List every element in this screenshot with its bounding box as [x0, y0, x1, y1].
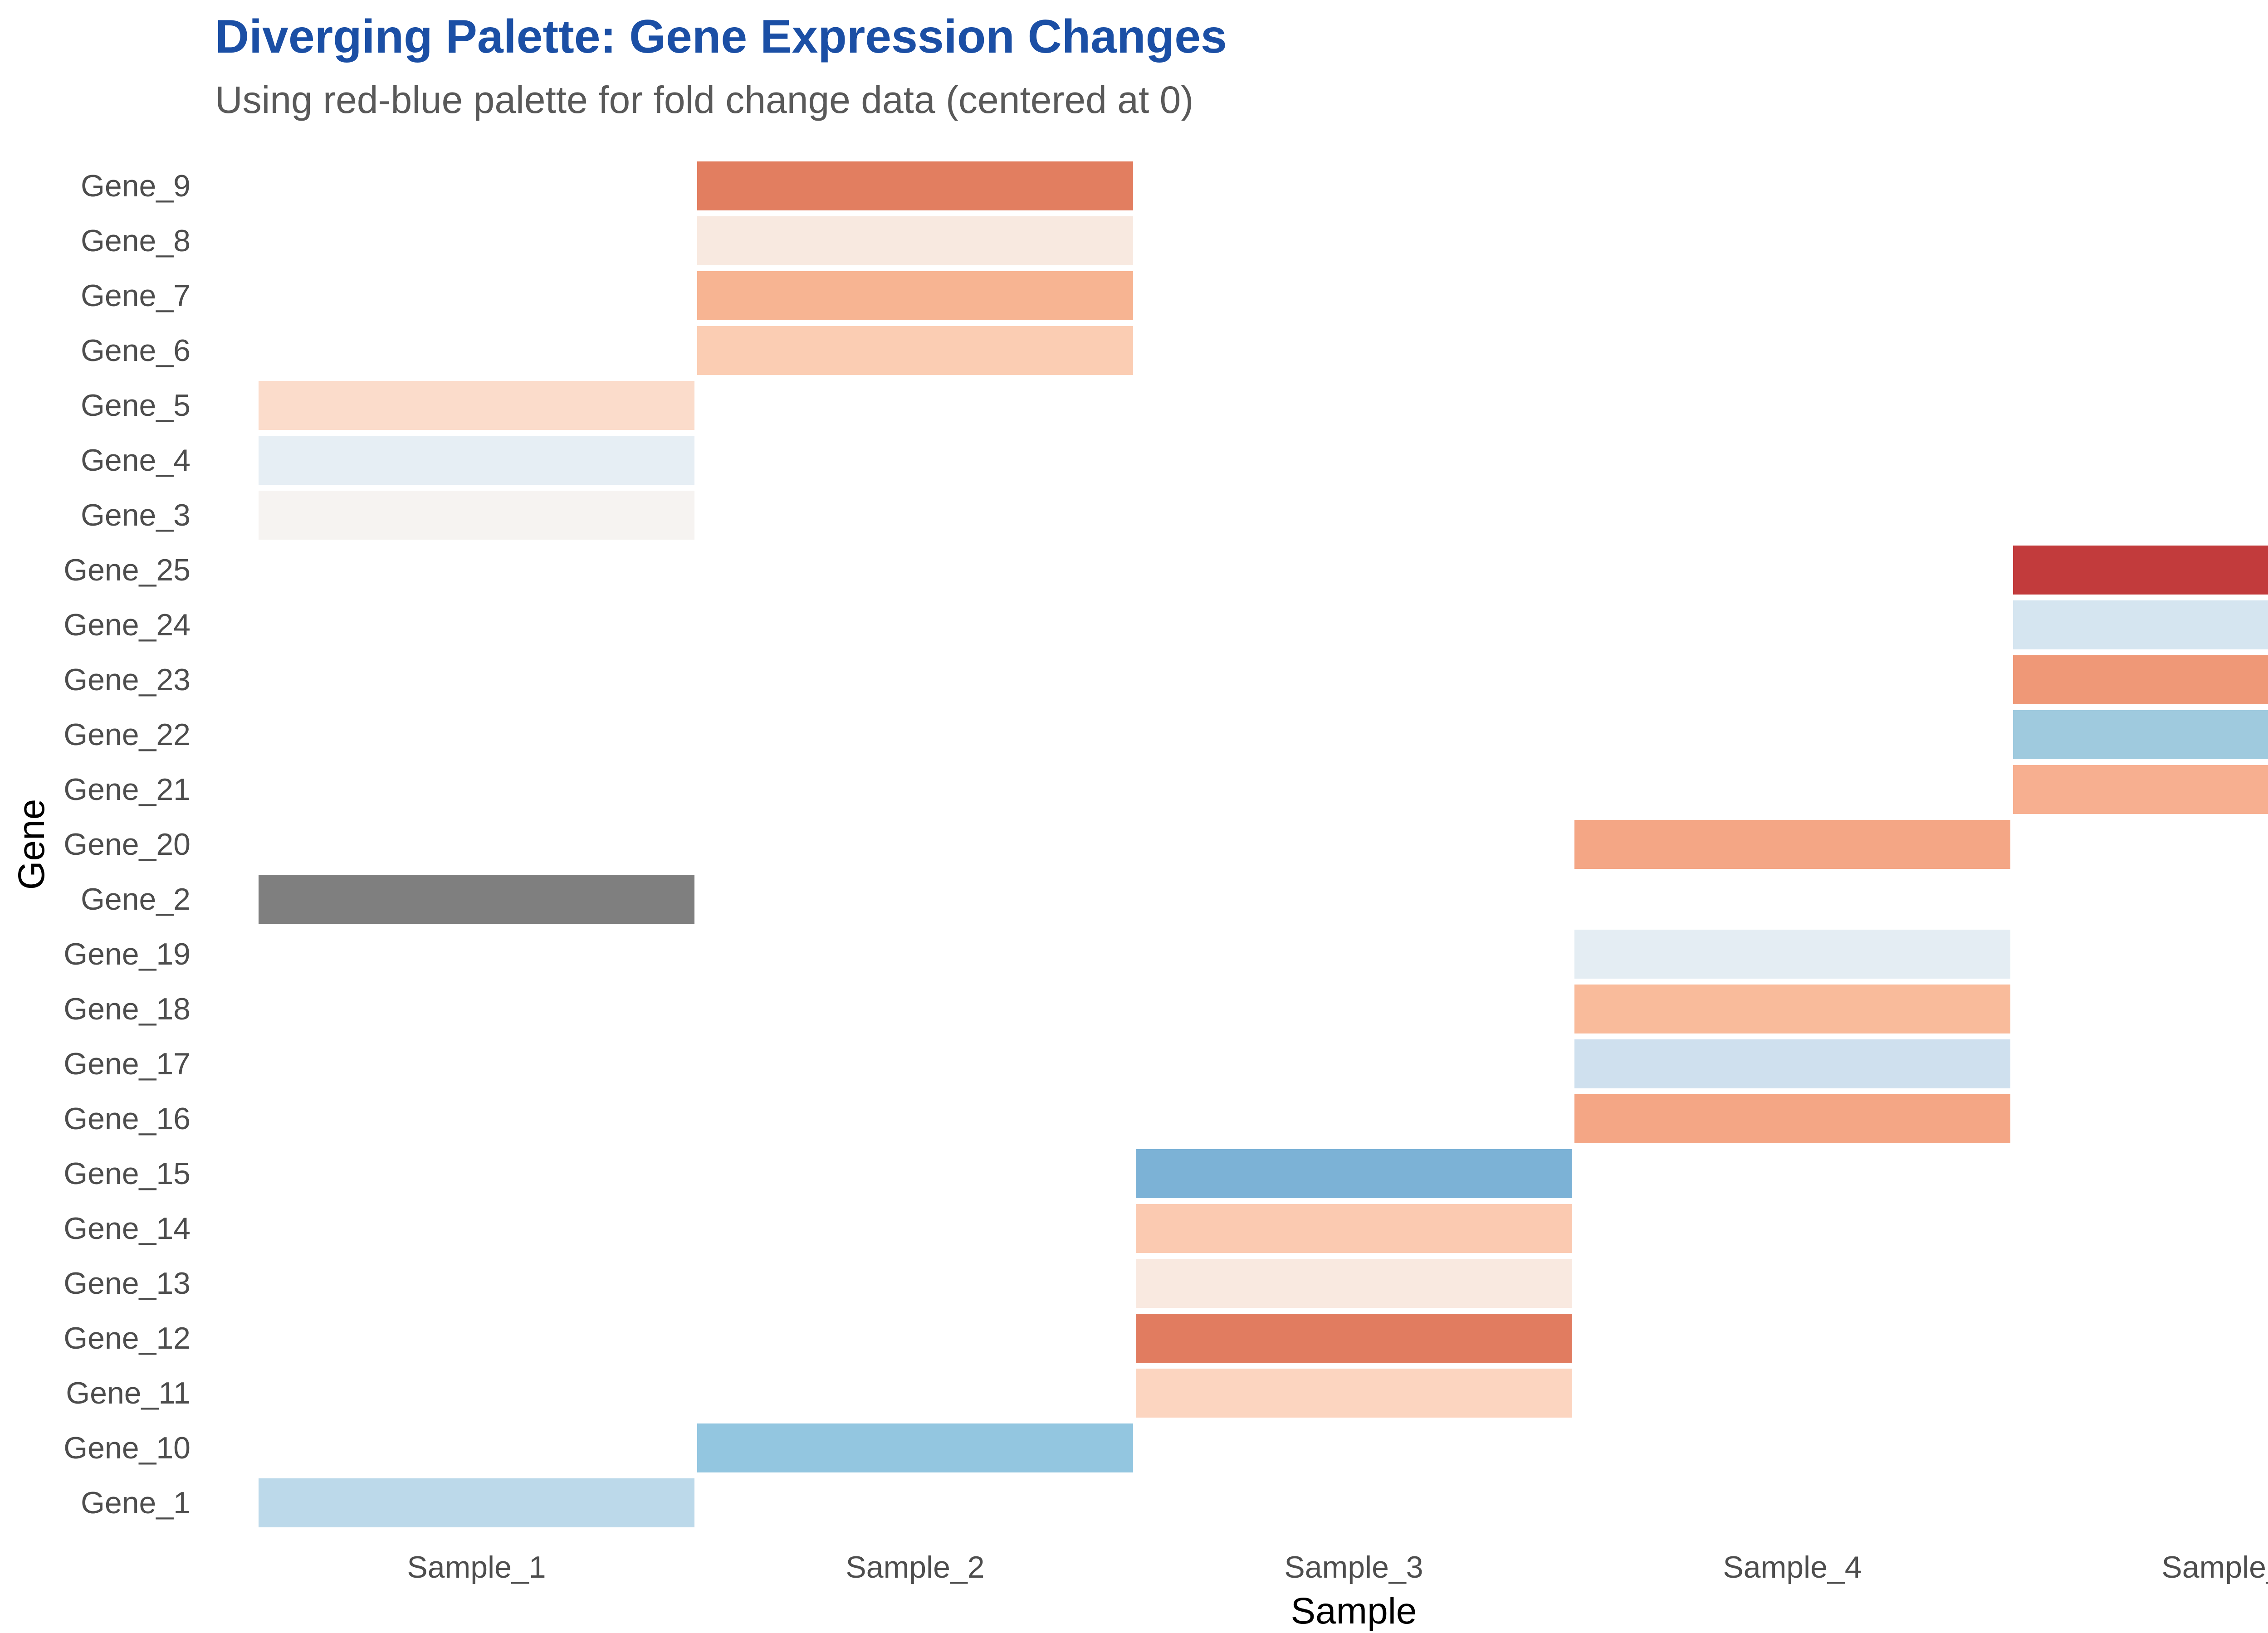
y-tick-label: Gene_6 [81, 333, 191, 368]
heatmap-cell [1136, 1259, 1572, 1308]
y-tick-label: Gene_16 [64, 1102, 191, 1136]
heatmap-cell [1574, 985, 2010, 1033]
heatmap-cell [1136, 1314, 1572, 1363]
heatmap-cell [697, 161, 1133, 210]
heatmap-cell [2013, 765, 2268, 814]
y-tick-label: Gene_17 [64, 1047, 191, 1081]
y-tick-label: Gene_18 [64, 992, 191, 1026]
heatmap-cell [259, 875, 694, 924]
heatmap-cell [1574, 930, 2010, 979]
chart-title: Diverging Palette: Gene Expression Chang… [215, 10, 1227, 63]
y-tick-label: Gene_22 [64, 717, 191, 752]
y-tick-label: Gene_19 [64, 937, 191, 971]
y-tick-label: Gene_20 [64, 827, 191, 862]
x-tick-label: Sample_5 [2161, 1550, 2268, 1584]
heatmap-cell [697, 271, 1133, 320]
y-tick-label: Gene_9 [81, 169, 191, 203]
heatmap-cell [259, 381, 694, 430]
heatmap-cell [1136, 1204, 1572, 1253]
heatmap-cell [1136, 1149, 1572, 1198]
y-tick-label: Gene_23 [64, 663, 191, 697]
x-tick-label: Sample_1 [407, 1550, 546, 1584]
heatmap-cell [259, 436, 694, 485]
heatmap-cell [1574, 1094, 2010, 1143]
y-tick-label: Gene_10 [64, 1431, 191, 1465]
heatmap-cell [2013, 600, 2268, 649]
y-tick-label: Gene_24 [64, 608, 191, 642]
y-axis-tick-labels: Gene_9 Gene_8 Gene_7 Gene_6 Gene_5 Gene_4 Gene… [0, 159, 191, 1531]
heatmap-panel [257, 159, 2268, 1531]
y-tick-label: Gene_4 [81, 443, 191, 478]
y-tick-label: Gene_21 [64, 772, 191, 807]
heatmap-cell [259, 1478, 694, 1527]
y-tick-label: Gene_25 [64, 553, 191, 587]
heatmap-cell [697, 216, 1133, 265]
heatmap-cell [2013, 655, 2268, 704]
x-tick-label: Sample_3 [1284, 1550, 1423, 1584]
x-axis-tick-labels: Sample_1 Sample_2 Sample_3 Sample_4 Sample_5 [257, 1545, 2268, 1590]
heatmap-cell [697, 326, 1133, 375]
x-axis-title: Sample [1290, 1590, 1417, 1632]
y-tick-label: Gene_15 [64, 1156, 191, 1191]
heatmap-cell [259, 491, 694, 540]
heatmap-cell [2013, 546, 2268, 595]
y-tick-label: Gene_11 [66, 1376, 191, 1410]
heatmap-cell [2013, 710, 2268, 759]
y-tick-label: Gene_2 [81, 882, 191, 916]
heatmap-cell [697, 1423, 1133, 1472]
y-tick-label: Gene_1 [81, 1486, 191, 1520]
y-tick-label: Gene_7 [81, 278, 191, 313]
x-tick-label: Sample_4 [1723, 1550, 1862, 1584]
heatmap-cell [1136, 1369, 1572, 1418]
y-tick-label: Gene_14 [64, 1211, 191, 1246]
y-tick-label: Gene_5 [81, 388, 191, 423]
y-tick-label: Gene_3 [81, 498, 191, 532]
heatmap-cell [1574, 1039, 2010, 1088]
y-tick-label: Gene_12 [64, 1321, 191, 1355]
y-tick-label: Gene_8 [81, 224, 191, 258]
heatmap-cell [1574, 820, 2010, 869]
chart-subtitle: Using red-blue palette for fold change d… [215, 78, 1194, 121]
y-tick-label: Gene_13 [64, 1266, 191, 1301]
x-tick-label: Sample_2 [846, 1550, 985, 1584]
